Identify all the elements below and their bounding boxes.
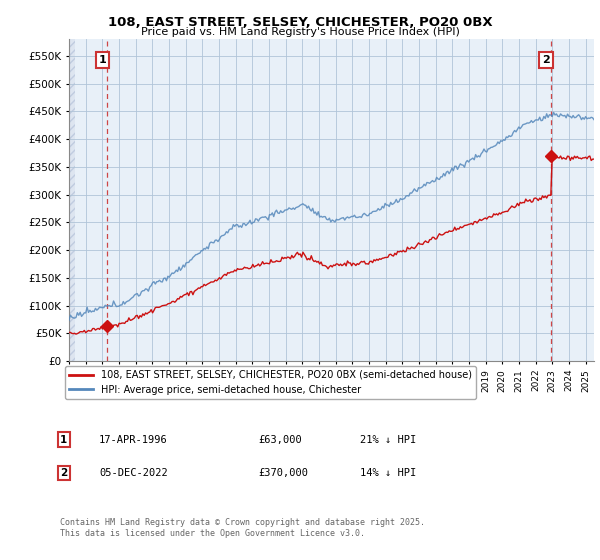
Text: £63,000: £63,000	[258, 435, 302, 445]
Text: Price paid vs. HM Land Registry's House Price Index (HPI): Price paid vs. HM Land Registry's House …	[140, 27, 460, 37]
Text: 14% ↓ HPI: 14% ↓ HPI	[360, 468, 416, 478]
Text: 108, EAST STREET, SELSEY, CHICHESTER, PO20 0BX: 108, EAST STREET, SELSEY, CHICHESTER, PO…	[107, 16, 493, 29]
Text: 17-APR-1996: 17-APR-1996	[99, 435, 168, 445]
Text: £370,000: £370,000	[258, 468, 308, 478]
Text: 1: 1	[60, 435, 67, 445]
Text: 2: 2	[542, 55, 550, 65]
Text: 21% ↓ HPI: 21% ↓ HPI	[360, 435, 416, 445]
Text: 2: 2	[60, 468, 67, 478]
Text: Contains HM Land Registry data © Crown copyright and database right 2025.
This d: Contains HM Land Registry data © Crown c…	[60, 518, 425, 538]
Text: 05-DEC-2022: 05-DEC-2022	[99, 468, 168, 478]
Legend: 108, EAST STREET, SELSEY, CHICHESTER, PO20 0BX (semi-detached house), HPI: Avera: 108, EAST STREET, SELSEY, CHICHESTER, PO…	[65, 366, 476, 399]
Text: 1: 1	[98, 55, 106, 65]
Bar	[69, 39, 75, 361]
